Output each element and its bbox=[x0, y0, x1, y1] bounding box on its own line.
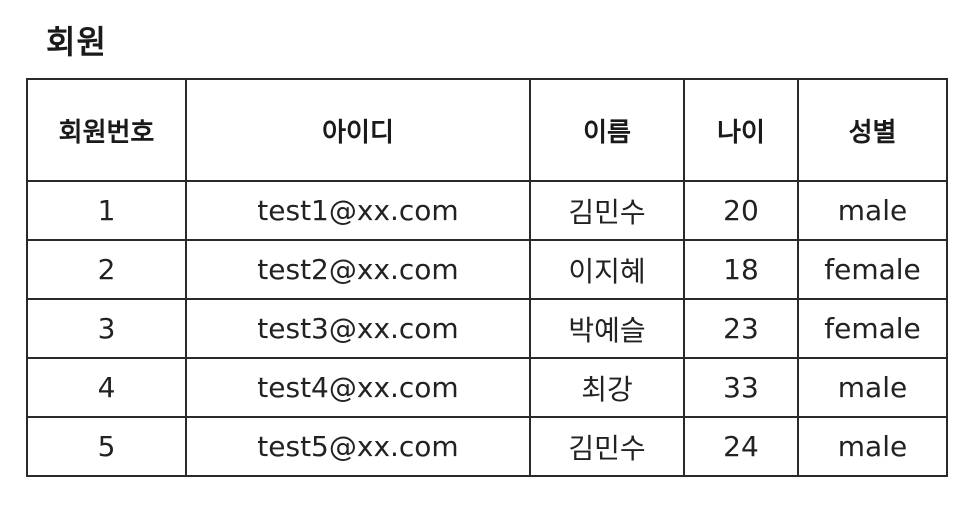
table-body: 1 test1@xx.com 김민수 20 male 2 test2@xx.co… bbox=[26, 180, 948, 477]
cell-gender: male bbox=[797, 180, 948, 241]
cell-id: test5@xx.com bbox=[185, 416, 531, 477]
cell-member-number: 5 bbox=[26, 416, 187, 477]
cell-member-number: 3 bbox=[26, 298, 187, 359]
cell-gender: female bbox=[797, 239, 948, 300]
cell-name: 이지혜 bbox=[529, 239, 685, 300]
cell-name: 최강 bbox=[529, 357, 685, 418]
header-member-number: 회원번호 bbox=[26, 78, 187, 182]
cell-gender: male bbox=[797, 416, 948, 477]
header-gender: 성별 bbox=[797, 78, 948, 182]
page-title: 회원 bbox=[46, 23, 107, 61]
cell-age: 33 bbox=[683, 357, 799, 418]
table-header: 회원번호 아이디 이름 나이 성별 bbox=[26, 78, 948, 182]
member-table: 회원번호 아이디 이름 나이 성별 1 test1@xx.com 김민수 20 … bbox=[26, 78, 948, 477]
cell-age: 20 bbox=[683, 180, 799, 241]
cell-age: 24 bbox=[683, 416, 799, 477]
cell-age: 23 bbox=[683, 298, 799, 359]
cell-age: 18 bbox=[683, 239, 799, 300]
cell-gender: male bbox=[797, 357, 948, 418]
cell-name: 김민수 bbox=[529, 416, 685, 477]
cell-member-number: 1 bbox=[26, 180, 187, 241]
header-row: 회원번호 아이디 이름 나이 성별 bbox=[26, 78, 948, 182]
table-row: 2 test2@xx.com 이지혜 18 female bbox=[26, 239, 948, 300]
cell-id: test1@xx.com bbox=[185, 180, 531, 241]
header-name: 이름 bbox=[529, 78, 685, 182]
table-row: 1 test1@xx.com 김민수 20 male bbox=[26, 180, 948, 241]
table-row: 3 test3@xx.com 박예슬 23 female bbox=[26, 298, 948, 359]
header-id: 아이디 bbox=[185, 78, 531, 182]
cell-name: 김민수 bbox=[529, 180, 685, 241]
cell-member-number: 2 bbox=[26, 239, 187, 300]
cell-name: 박예슬 bbox=[529, 298, 685, 359]
cell-id: test3@xx.com bbox=[185, 298, 531, 359]
header-age: 나이 bbox=[683, 78, 799, 182]
table-row: 5 test5@xx.com 김민수 24 male bbox=[26, 416, 948, 477]
cell-id: test4@xx.com bbox=[185, 357, 531, 418]
cell-member-number: 4 bbox=[26, 357, 187, 418]
cell-id: test2@xx.com bbox=[185, 239, 531, 300]
table-row: 4 test4@xx.com 최강 33 male bbox=[26, 357, 948, 418]
cell-gender: female bbox=[797, 298, 948, 359]
